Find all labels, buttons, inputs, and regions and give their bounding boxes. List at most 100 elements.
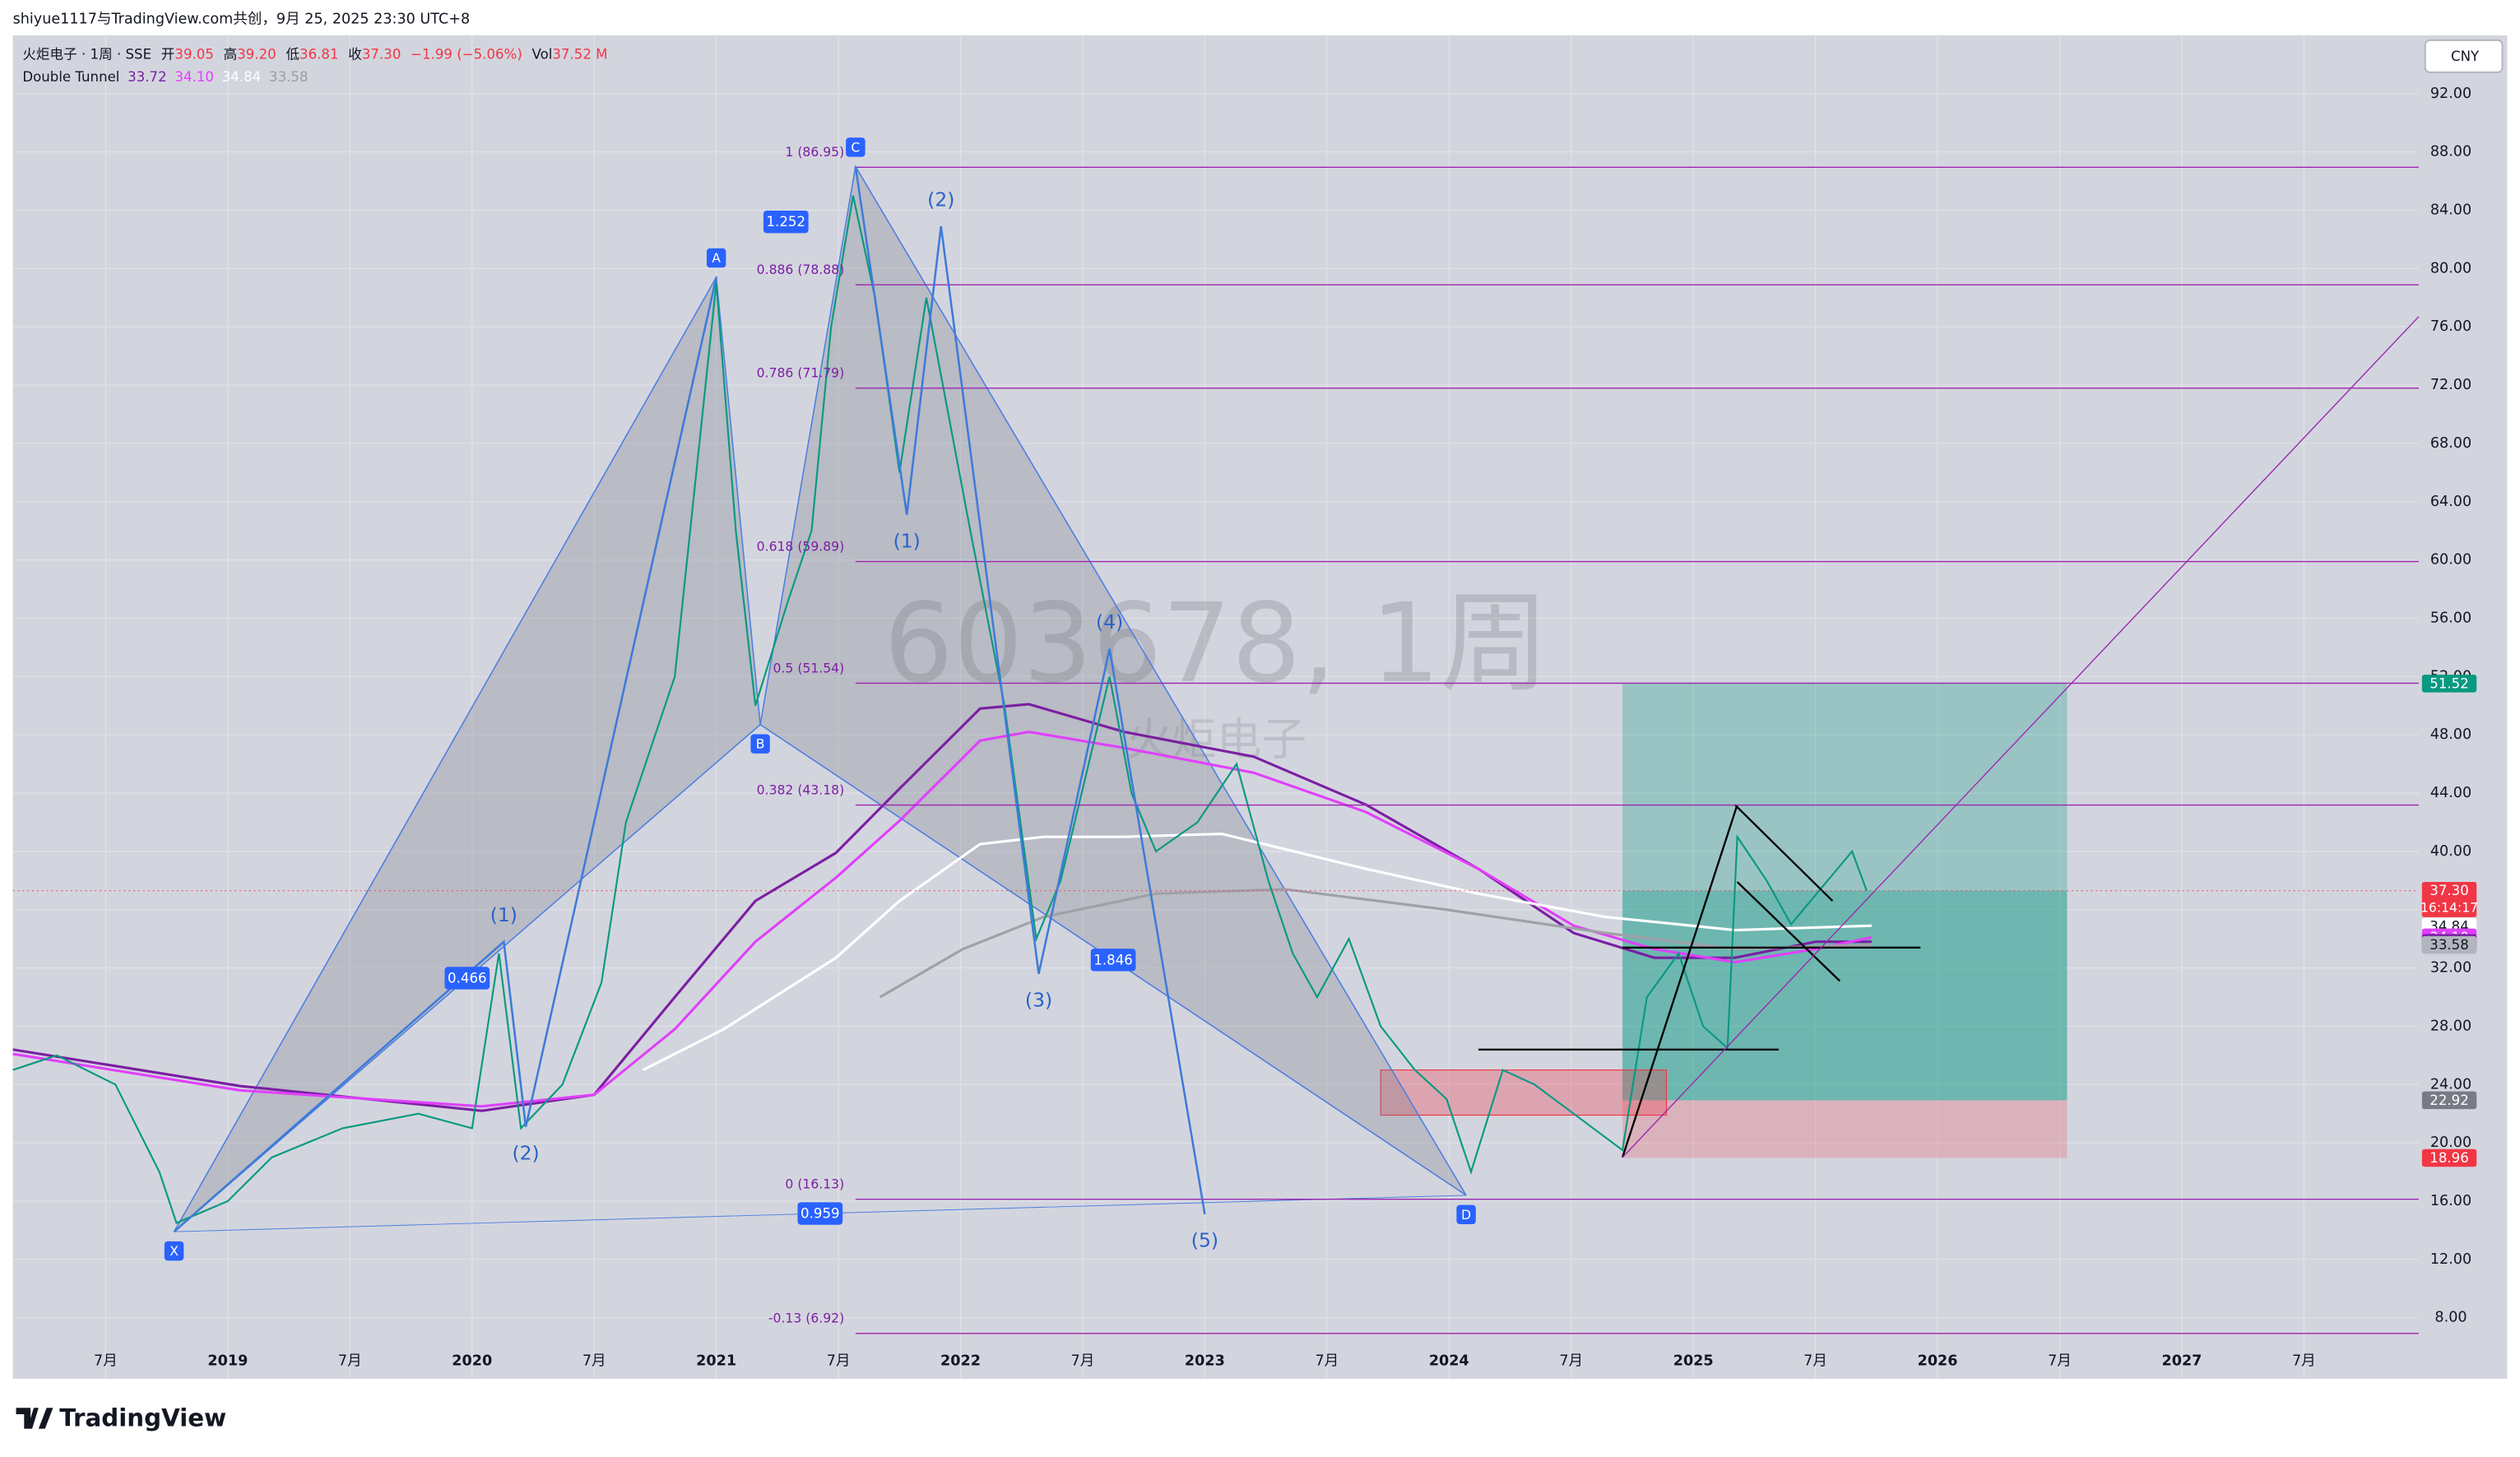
price-label-box <box>2421 1091 2477 1110</box>
price-label-box <box>2421 881 2477 917</box>
trend-line <box>1736 881 1841 982</box>
ohlc-label: 开 <box>161 46 175 62</box>
y-tick-label: 72.00 <box>2430 377 2471 393</box>
moving-average <box>12 731 1873 1108</box>
fib-label: 0.382 (43.18) <box>757 782 845 797</box>
x-tick-label: 7月 <box>1803 1353 1827 1370</box>
price-label-box <box>2421 675 2477 693</box>
fib-label: 0.886 (78.88) <box>757 262 845 277</box>
ohlc-value: 36.81 <box>299 46 339 62</box>
x-tick-label: 7月 <box>582 1353 606 1370</box>
wave-label: (1) <box>490 903 517 926</box>
y-tick-label: 12.00 <box>2430 1251 2471 1268</box>
y-tick-label: 20.00 <box>2430 1135 2471 1151</box>
x-tick-label: 7月 <box>1559 1353 1583 1370</box>
price-label: 18.96 <box>2430 1150 2469 1166</box>
zone <box>1622 683 2068 1101</box>
pattern-point <box>706 248 726 268</box>
y-tick-label: 60.00 <box>2430 552 2471 568</box>
pattern-point <box>750 734 770 754</box>
logo: TradingView <box>16 1404 226 1431</box>
fib-label: 1 (86.95) <box>785 145 844 160</box>
price-label: 22.92 <box>2430 1093 2469 1108</box>
y-tick-label: 24.00 <box>2430 1076 2471 1093</box>
ohlc-label: 收 <box>348 46 362 62</box>
symbol: 火炬电子 · 1周 · SSE <box>22 46 151 62</box>
countdown: 16:14:17 <box>2420 901 2478 916</box>
zone <box>1622 1100 2068 1158</box>
indicator-value: 33.58 <box>269 68 309 84</box>
logo-icon <box>16 1408 53 1429</box>
trend-line <box>1621 804 1738 1158</box>
price-label-box <box>2421 1148 2477 1167</box>
currency-button[interactable] <box>2424 39 2504 73</box>
indicator-line: Double Tunnel 33.72 34.10 34.84 33.58 <box>22 68 308 84</box>
x-tick-label: 7月 <box>1071 1353 1095 1370</box>
price-label: 37.30 <box>2430 883 2469 898</box>
y-tick-label: 56.00 <box>2430 610 2471 626</box>
fib-label: -0.13 (6.92) <box>768 1311 844 1326</box>
volume-label: Vol <box>532 46 553 62</box>
wave-label: (4) <box>1096 610 1123 633</box>
ohlc-value: 39.05 <box>174 46 214 62</box>
legend-line: 火炬电子 · 1周 · SSE 开39.05 高39.20 低36.81 收37.30−… <box>22 46 607 62</box>
moving-average <box>642 833 1872 1071</box>
fib-label: 0.618 (59.89) <box>757 539 845 554</box>
x-tick-label: 2027 <box>2161 1353 2202 1370</box>
y-tick-label: 16.00 <box>2430 1193 2471 1209</box>
caption: shiyue1117与TradingView.com共创，9月 25, 2025… <box>13 11 471 27</box>
indicator-value: 34.84 <box>222 68 262 84</box>
pattern-point <box>164 1241 184 1261</box>
pattern-point <box>846 137 866 157</box>
pattern-point-label: A <box>712 251 721 266</box>
x-tick-label: 2019 <box>207 1353 248 1370</box>
trend-line <box>1733 804 1834 902</box>
logo-text: TradingView <box>59 1404 226 1431</box>
ratio-label: 1.252 <box>767 214 806 230</box>
pattern-point-label: C <box>851 140 860 155</box>
x-tick-label: 7月 <box>338 1353 362 1370</box>
price-label-box <box>2421 935 2477 954</box>
ratio-label: 0.466 <box>448 970 487 986</box>
fib-label: 0 (16.13) <box>785 1177 844 1192</box>
ohlc-label: 低 <box>285 46 299 62</box>
indicator-name: Double Tunnel <box>22 68 119 84</box>
ratio-box <box>1090 949 1136 972</box>
indicator-value: 34.10 <box>174 68 214 84</box>
y-tick-label: 88.00 <box>2430 144 2471 160</box>
y-tick-label: 48.00 <box>2430 726 2471 743</box>
x-tick-label: 7月 <box>2048 1353 2072 1370</box>
y-tick-label: 32.00 <box>2430 960 2471 977</box>
y-tick-label: 40.00 <box>2430 843 2471 860</box>
ratio-label: 1.846 <box>1093 952 1133 967</box>
y-tick-label: 68.00 <box>2430 435 2471 452</box>
change: −1.99 (−5.06%) <box>411 46 522 62</box>
wave-line <box>173 276 717 1233</box>
x-tick-label: 2022 <box>940 1353 981 1370</box>
currency[interactable]: CNY <box>2451 49 2480 64</box>
price-label: 51.52 <box>2430 675 2469 691</box>
y-tick-label: 84.00 <box>2430 202 2471 219</box>
y-tick-label: 92.00 <box>2430 86 2471 102</box>
ratio-box <box>444 967 490 990</box>
wave-label: (1) <box>893 529 921 552</box>
x-tick-label: 2026 <box>1918 1353 1958 1370</box>
x-tick-label: 7月 <box>827 1353 851 1370</box>
x-tick-label: 2020 <box>452 1353 492 1370</box>
pattern-point <box>1456 1204 1476 1225</box>
price-line <box>12 195 1868 1224</box>
x-tick-label: 2025 <box>1673 1353 1714 1370</box>
fib-label: 0.786 (71.79) <box>757 366 845 381</box>
x-tick-label: 7月 <box>1315 1353 1339 1370</box>
fib-label: 0.5 (51.54) <box>773 661 845 675</box>
x-tick-label: 2024 <box>1429 1353 1469 1370</box>
x-tick-label: 7月 <box>2292 1353 2316 1370</box>
wave-label: (2) <box>512 1141 539 1164</box>
wave-line <box>854 166 1206 1215</box>
x-tick-label: 2021 <box>696 1353 736 1370</box>
trend-line <box>1622 316 2420 1158</box>
zone <box>1380 1069 1668 1116</box>
